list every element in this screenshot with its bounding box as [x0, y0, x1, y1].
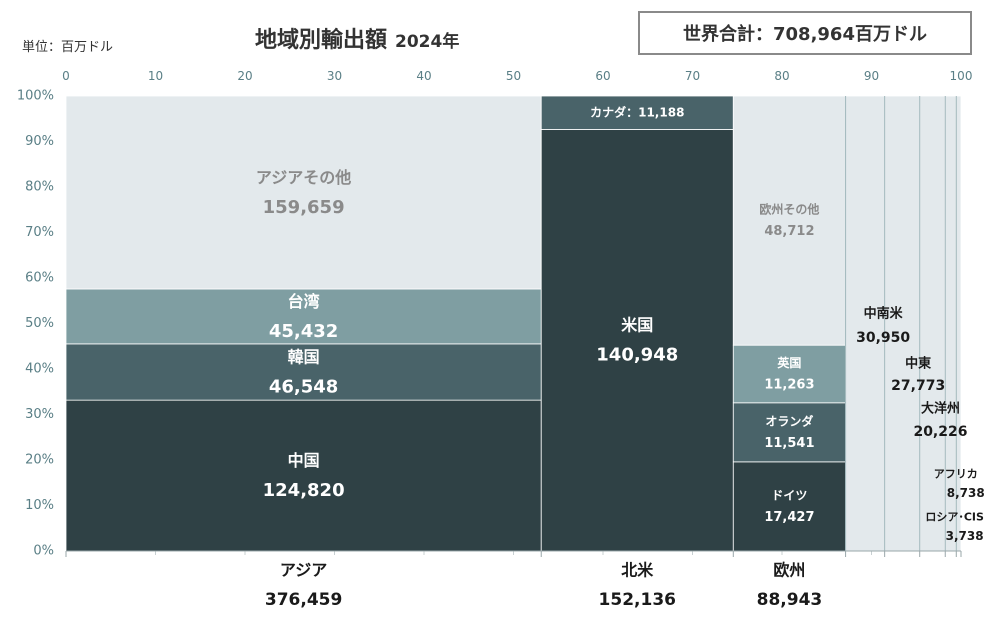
segment-name-アジアその他: アジアその他 — [256, 168, 351, 187]
y-tick-label: 20% — [25, 453, 54, 468]
segment-欧州その他 — [732, 95, 846, 346]
segment-アジアその他 — [65, 95, 542, 290]
segment-英国 — [732, 344, 846, 404]
y-tick-label: 60% — [25, 271, 54, 286]
region-name-アジア: アジア — [280, 561, 327, 580]
segment-value-ドイツ: 17,427 — [764, 510, 814, 525]
segment-name-台湾: 台湾 — [288, 292, 320, 311]
x-tick-label: 40 — [416, 69, 431, 83]
y-tick-label: 10% — [25, 498, 54, 513]
region-value-ロシア･CIS: 3,738 — [946, 529, 984, 543]
x-tick-label: 50 — [506, 69, 521, 83]
segment-name-韓国: 韓国 — [288, 348, 320, 367]
segment-中東 — [884, 95, 921, 552]
y-tick-label: 50% — [25, 316, 54, 331]
x-tick-label: 0 — [62, 69, 70, 83]
segment-中国 — [65, 399, 542, 552]
region-total-アジア: 376,459 — [265, 590, 342, 610]
segment-name-米国: 米国 — [621, 316, 653, 335]
segment-name-中国: 中国 — [288, 451, 320, 470]
segment-米国 — [540, 129, 734, 552]
region-value-中東: 27,773 — [891, 378, 945, 394]
region-total-欧州: 88,943 — [757, 590, 823, 610]
x-tick-label: 100 — [950, 69, 973, 83]
x-tick-label: 10 — [148, 69, 163, 83]
region-name-大洋州: 大洋州 — [921, 401, 960, 417]
world-total-box: 世界合計：708,964百万ドル — [638, 11, 972, 55]
segment-value-オランダ: 11,541 — [764, 436, 814, 451]
segment-オランダ — [732, 402, 846, 463]
segment-台湾 — [65, 288, 542, 345]
x-tick-label: 30 — [327, 69, 342, 83]
unit-label: 単位：百万ドル — [22, 40, 114, 55]
segment-アフリカ — [944, 95, 957, 552]
segment-name-英国: 英国 — [777, 355, 801, 370]
segment-value-欧州その他: 48,712 — [764, 224, 814, 239]
chart-title-year: 2024年 — [395, 32, 460, 52]
region-total-北米: 152,136 — [599, 590, 676, 610]
y-tick-label: 30% — [25, 407, 54, 422]
region-name-中南米: 中南米 — [864, 306, 904, 322]
region-value-アフリカ: 8,738 — [947, 486, 985, 500]
region-name-ロシア･CIS: ロシア･CIS — [925, 511, 984, 524]
x-tick-label: 60 — [595, 69, 610, 83]
segment-カナダ — [540, 95, 734, 130]
segment-韓国 — [65, 343, 542, 401]
segment-value-英国: 11,263 — [764, 378, 814, 393]
segment-大洋州 — [919, 95, 946, 552]
region-name-北米: 北米 — [621, 561, 654, 580]
segment-value-韓国: 46,548 — [269, 377, 338, 398]
y-tick-label: 0% — [33, 544, 54, 559]
chart-title-text: 地域別輸出額 — [255, 28, 388, 53]
segment-中南米 — [845, 95, 886, 552]
segment-ロシア･CIS — [955, 95, 962, 552]
segment-ドイツ — [732, 461, 846, 552]
region-name-欧州: 欧州 — [773, 561, 805, 580]
region-name-中東: 中東 — [905, 356, 931, 372]
segment-value-中国: 124,820 — [263, 480, 345, 501]
segment-value-米国: 140,948 — [596, 345, 678, 366]
segment-value-台湾: 45,432 — [269, 321, 338, 342]
segment-name-オランダ: オランダ — [765, 413, 813, 428]
y-tick-label: 80% — [25, 180, 54, 195]
chart-title: 地域別輸出額 2024年 — [255, 22, 459, 54]
x-tick-label: 70 — [685, 69, 700, 83]
segment-label-カナダ: カナダ：11,188 — [590, 105, 684, 120]
y-tick-label: 70% — [25, 225, 54, 240]
x-tick-label: 20 — [237, 69, 252, 83]
segment-name-ドイツ: ドイツ — [771, 488, 807, 502]
y-tick-label: 100% — [17, 89, 54, 104]
y-tick-label: 90% — [25, 134, 54, 149]
segment-value-アジアその他: 159,659 — [263, 197, 345, 218]
segment-name-欧州その他: 欧州その他 — [759, 202, 819, 217]
region-value-中南米: 30,950 — [856, 330, 910, 346]
y-tick-label: 40% — [25, 362, 54, 377]
region-name-アフリカ: アフリカ — [934, 468, 978, 481]
region-value-大洋州: 20,226 — [913, 424, 967, 440]
x-tick-label: 90 — [864, 69, 879, 83]
x-tick-label: 80 — [774, 69, 789, 83]
